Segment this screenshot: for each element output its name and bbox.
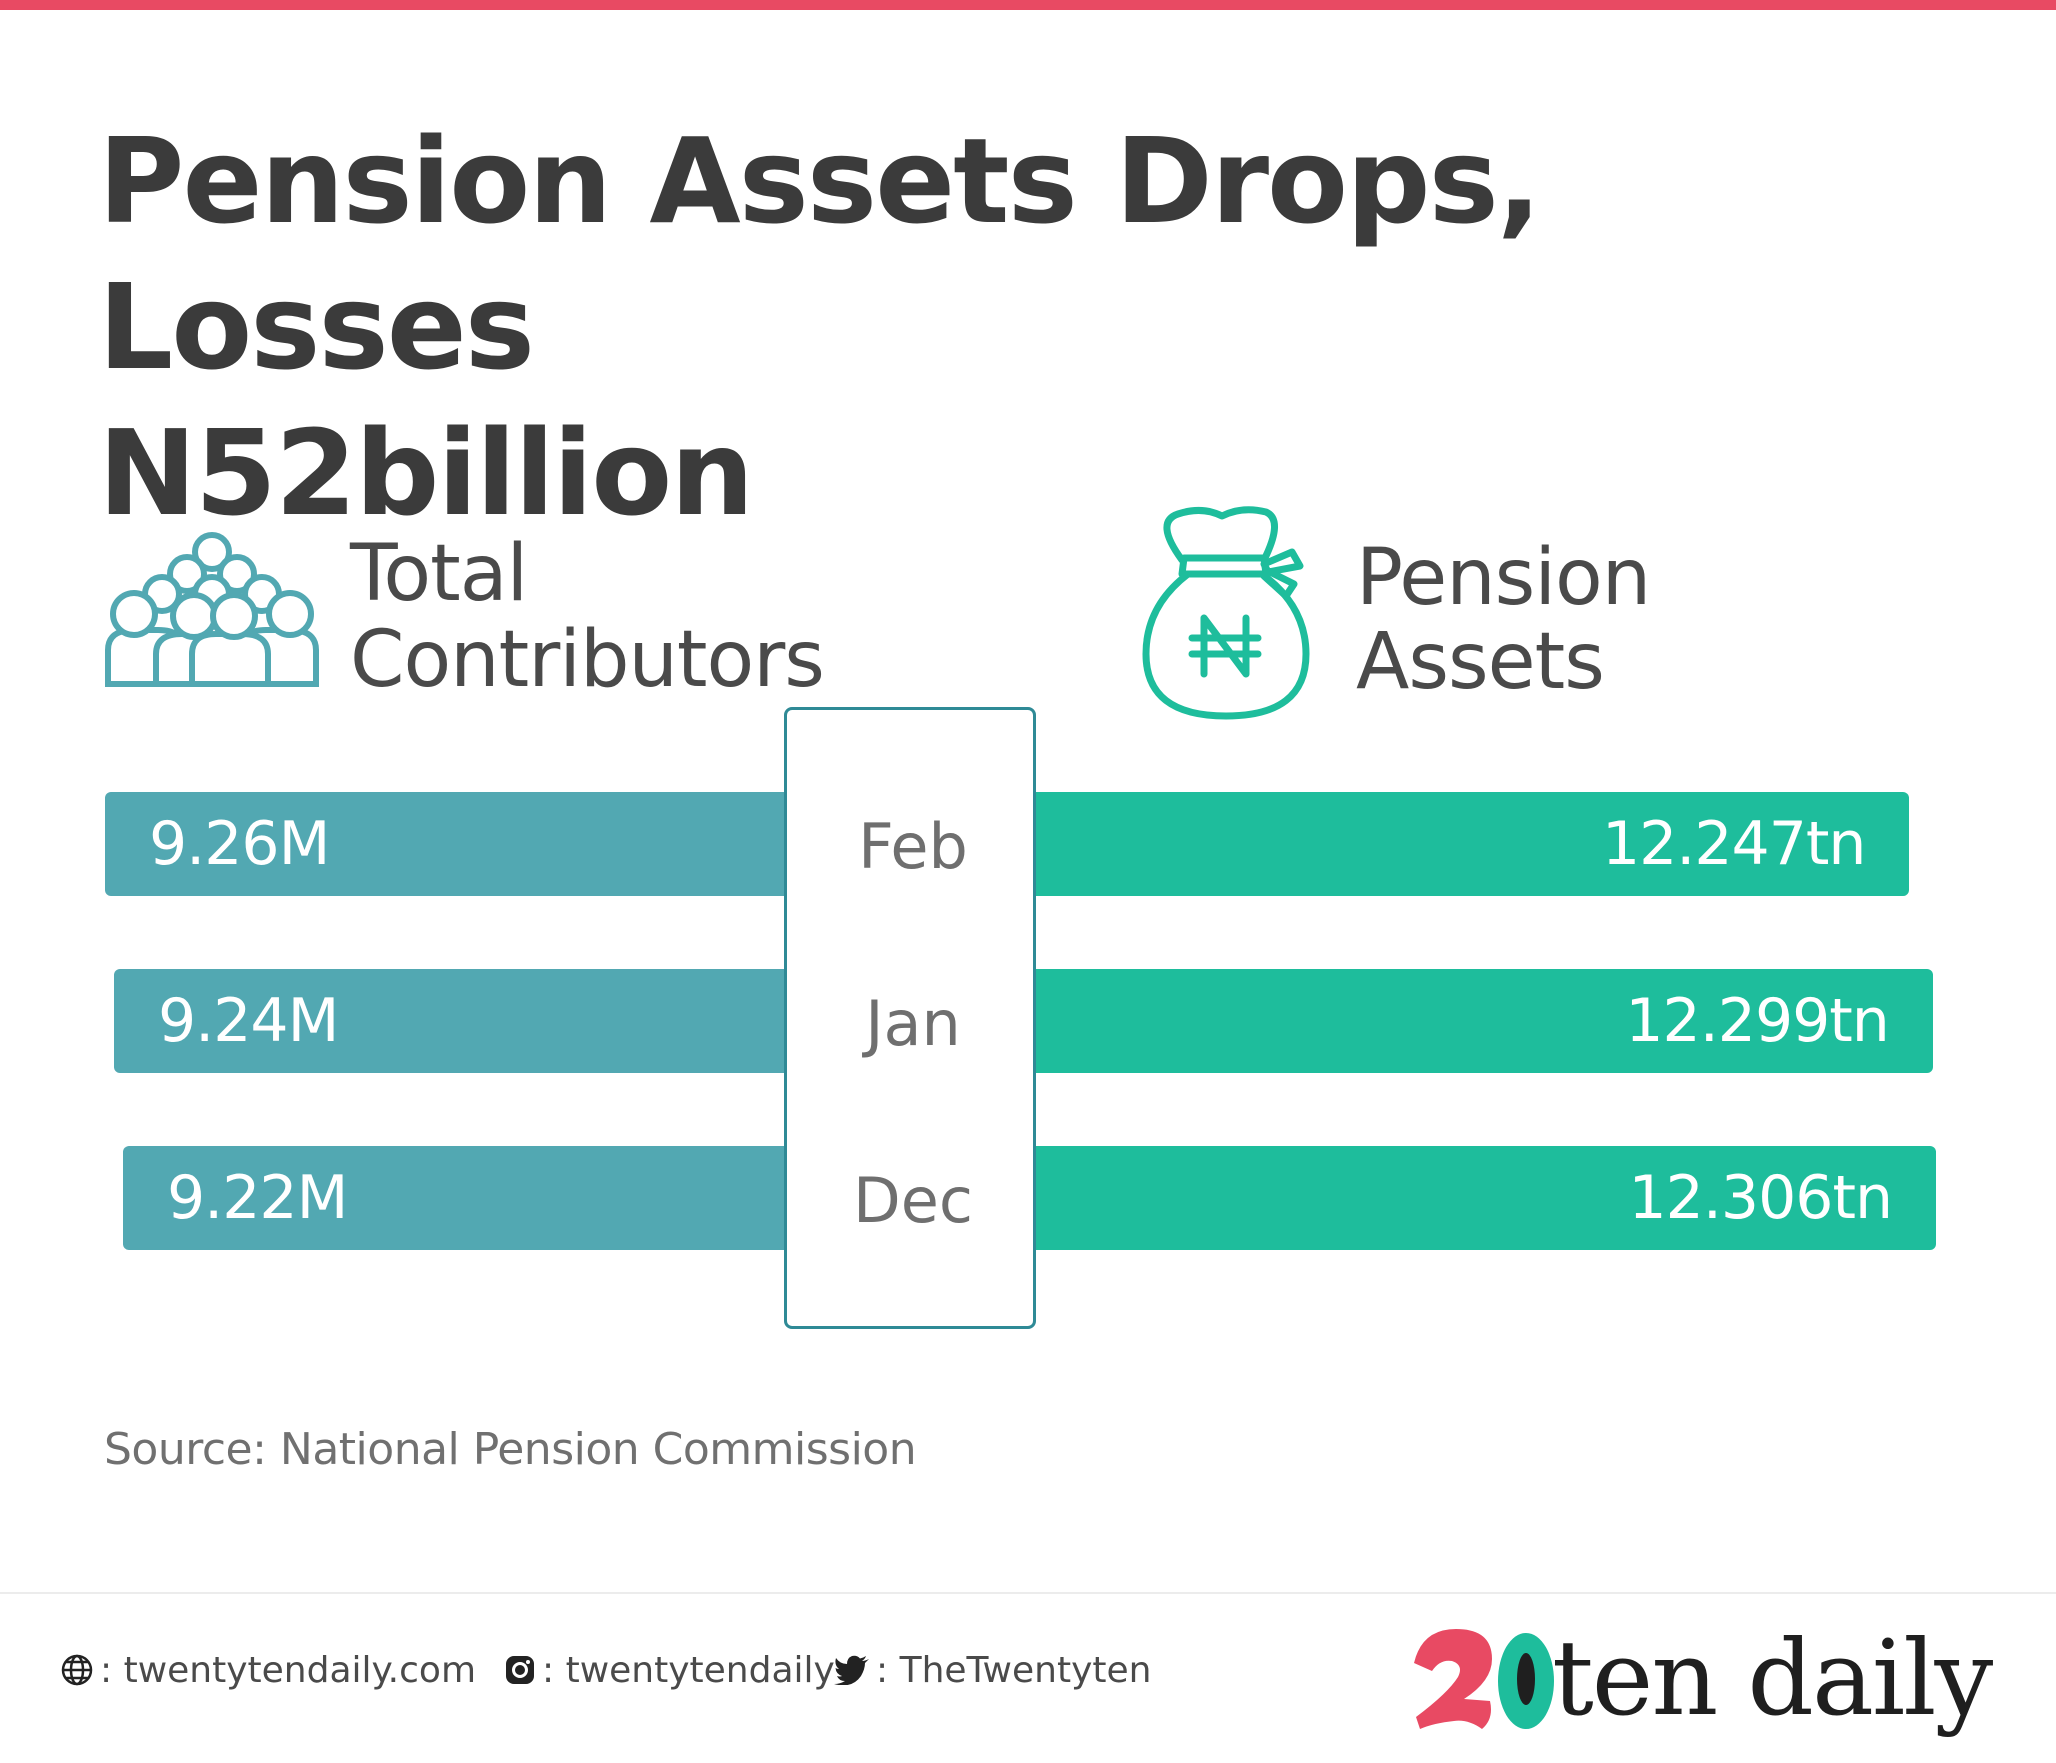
contributors-bar: 9.22M <box>123 1146 794 1250</box>
pension-assets-value-label: 12.306tn <box>1628 1163 1893 1233</box>
pension-assets-bar: 12.306tn <box>1026 1146 1936 1250</box>
contributors-value-label: 9.24M <box>158 986 339 1056</box>
money-bag-naira-icon <box>1142 506 1310 720</box>
month-label: Jan <box>865 987 961 1060</box>
contributors-bar: 9.24M <box>114 969 794 1073</box>
logo-text: ten daily <box>1552 1617 1993 1739</box>
source-note: Source: National Pension Commission <box>104 1424 917 1475</box>
twitter-icon <box>834 1655 869 1685</box>
month-label: Dec <box>853 1164 973 1237</box>
right-header-line1: Pension <box>1356 533 1651 623</box>
month-box: Feb Jan Dec <box>784 707 1036 1329</box>
footer-divider <box>0 1592 2056 1594</box>
logo-mark-icon <box>1414 1629 1554 1729</box>
pension-assets-value-label: 12.247tn <box>1601 809 1866 879</box>
brand-logo: ten daily <box>1410 1615 1993 1745</box>
contributors-value-label: 9.22M <box>167 1163 348 1233</box>
title-line-2: N52billion <box>98 404 754 542</box>
people-group-icon <box>105 532 319 687</box>
top-accent-bar <box>0 0 2056 10</box>
twitter-link[interactable]: : TheTwentyten <box>834 1645 1151 1695</box>
contributors-bar: 9.26M <box>105 792 794 896</box>
pension-assets-value-label: 12.299tn <box>1625 986 1889 1056</box>
right-header-line2: Assets <box>1356 617 1605 707</box>
title-line-1: Pension Assets Drops, Losses <box>98 112 1542 396</box>
instagram-link[interactable]: : twentytendaily <box>504 1645 835 1695</box>
globe-icon <box>61 1654 93 1686</box>
instagram-text: : twentytendaily <box>542 1649 835 1691</box>
left-header-line1: Total <box>350 529 528 619</box>
contributors-value-label: 9.26M <box>149 809 330 879</box>
pension-assets-bar: 12.247tn <box>1026 792 1910 896</box>
twitter-text: : TheTwentyten <box>876 1649 1152 1691</box>
pension-assets-bar: 12.299tn <box>1026 969 1933 1073</box>
month-label: Feb <box>858 810 968 883</box>
instagram-icon <box>506 1656 534 1684</box>
website-link[interactable]: : twentytendaily.com <box>60 1645 476 1695</box>
page-title: Pension Assets Drops, Losses N52billion <box>98 108 1798 546</box>
left-header-line2: Contributors <box>350 615 825 705</box>
website-text: : twentytendaily.com <box>100 1649 477 1691</box>
